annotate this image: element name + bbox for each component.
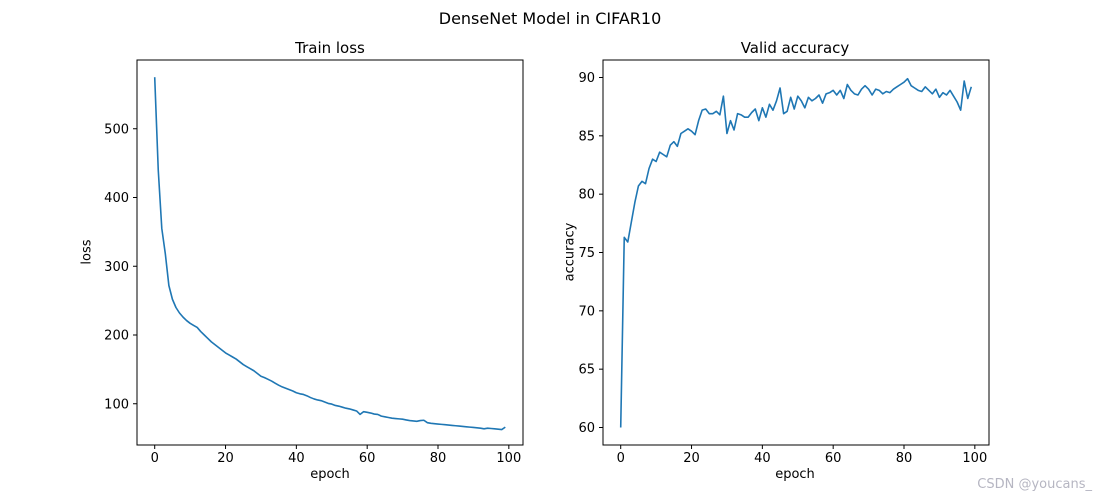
svg-text:80: 80 [578, 188, 595, 203]
svg-text:20: 20 [683, 451, 700, 466]
svg-text:0: 0 [617, 451, 625, 466]
svg-text:300: 300 [104, 260, 129, 275]
svg-text:65: 65 [578, 363, 595, 378]
svg-text:40: 40 [288, 451, 305, 466]
svg-text:90: 90 [578, 71, 595, 86]
svg-text:60: 60 [825, 451, 842, 466]
train-loss-plot: 0 20 40 60 80 100 100 200 300 400 500 [104, 59, 524, 466]
svg-text:85: 85 [578, 129, 595, 144]
svg-text:20: 20 [217, 451, 234, 466]
svg-text:70: 70 [578, 304, 595, 319]
valid-accuracy-ylabel: accuracy [562, 222, 578, 282]
svg-text:200: 200 [104, 329, 129, 344]
train-loss-ylabel: loss [79, 239, 95, 265]
svg-text:100: 100 [962, 451, 987, 466]
valid-accuracy-xlabel: epoch [775, 467, 815, 482]
svg-text:400: 400 [104, 191, 129, 206]
valid-accuracy-plot: 0 20 40 60 80 100 60 65 70 75 80 85 90 [578, 59, 990, 466]
svg-text:0: 0 [151, 451, 159, 466]
svg-text:75: 75 [578, 246, 595, 261]
svg-text:40: 40 [754, 451, 771, 466]
train-loss-xlabel: epoch [310, 467, 350, 482]
svg-text:100: 100 [104, 397, 129, 412]
svg-text:80: 80 [896, 451, 913, 466]
csdn-watermark: CSDN @youcans_ [977, 477, 1092, 492]
svg-text:500: 500 [104, 122, 129, 137]
svg-text:100: 100 [496, 451, 521, 466]
train-loss-title: Train loss [295, 39, 365, 57]
svg-text:60: 60 [578, 421, 595, 436]
valid-accuracy-title: Valid accuracy [740, 39, 850, 57]
figure-title: DenseNet Model in CIFAR10 [438, 9, 662, 28]
svg-text:60: 60 [359, 451, 376, 466]
svg-text:80: 80 [430, 451, 447, 466]
